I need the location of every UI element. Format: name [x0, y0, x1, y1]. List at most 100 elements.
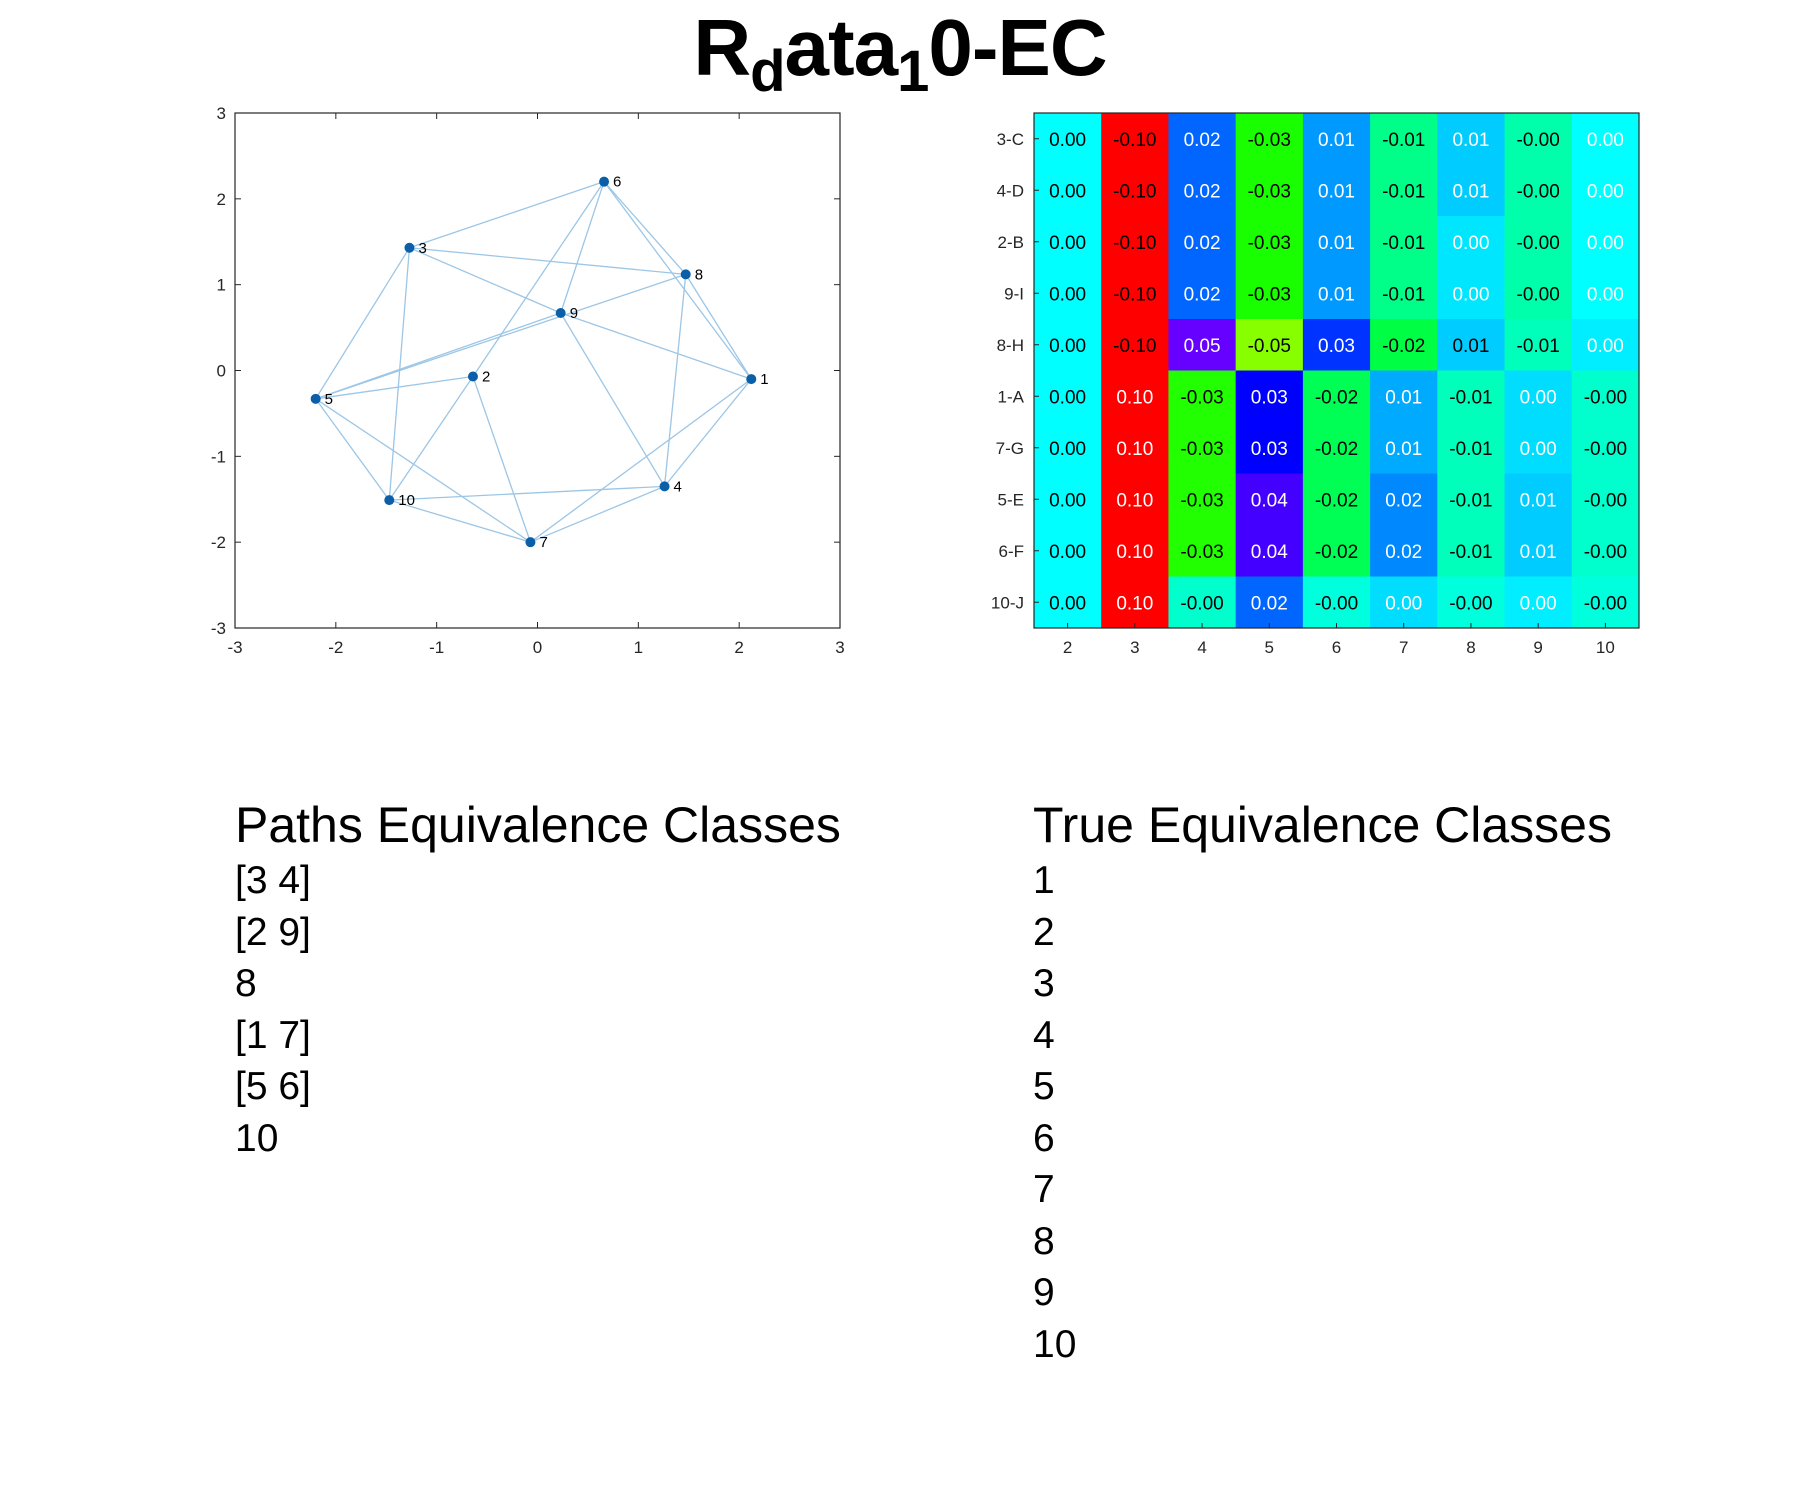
- heatmap-cell: [1370, 319, 1438, 371]
- heatmap-cell-label: -0.01: [1449, 542, 1492, 563]
- heatmap-cell: [1034, 525, 1102, 577]
- heatmap-cell: [1302, 267, 1371, 320]
- node-label: 7: [539, 534, 547, 551]
- graph-node: [404, 242, 415, 253]
- heatmap-cell: [1101, 267, 1169, 320]
- heatmap-column-label: 4: [1197, 638, 1206, 657]
- heatmap-cell-label: 0.00: [1049, 490, 1086, 511]
- heatmap-cell-label: 0.00: [1587, 284, 1624, 305]
- x-tick-label: 1: [634, 638, 643, 657]
- heatmap-cell-label: 0.10: [1116, 542, 1153, 563]
- heatmap-cell: [1034, 576, 1102, 629]
- heatmap-cell: [1101, 113, 1169, 165]
- heatmap-cell-label: -0.01: [1382, 181, 1425, 202]
- graph-node: [467, 371, 478, 382]
- heatmap-cell-label: -0.03: [1248, 130, 1291, 151]
- heatmap-cell: [1034, 473, 1102, 526]
- heatmap-cell: [1302, 164, 1371, 217]
- y-tick-label: -3: [211, 619, 226, 638]
- true-class-item: 6: [1033, 1116, 1055, 1160]
- heatmap-cell: [1168, 267, 1237, 320]
- heatmap-row-label: 3-C: [997, 130, 1024, 149]
- heatmap-cell: [1571, 370, 1640, 423]
- heatmap-cell: [1504, 422, 1573, 474]
- heatmap-plot: 0.00 -0.10 0.02 -0.03 0.01 -0.01 0.01 -0.00 0.00…: [991, 112, 1640, 657]
- graph-edge: [560, 181, 605, 314]
- graph-node: [746, 374, 757, 385]
- heatmap-cell-label: -0.01: [1517, 336, 1560, 357]
- heatmap-cell-label: -0.01: [1382, 284, 1425, 305]
- heatmap-cell-label: -0.01: [1449, 490, 1492, 511]
- heatmap-cell-label: -0.03: [1248, 233, 1291, 254]
- heatmap-cell-label: -0.03: [1180, 490, 1223, 511]
- node-label: 2: [482, 369, 490, 386]
- heatmap-cell: [1101, 473, 1169, 526]
- heatmap-cell: [1571, 113, 1640, 165]
- heatmap-row-label: 9-I: [1004, 284, 1024, 303]
- heatmap-cell-label: 0.02: [1184, 233, 1221, 254]
- heatmap-cell: [1302, 113, 1371, 165]
- heatmap-cell-label: 0.04: [1251, 542, 1288, 563]
- graph-edge: [530, 485, 665, 543]
- paths-class-item: [5 6]: [235, 1065, 311, 1108]
- node-label: 4: [674, 478, 682, 495]
- heatmap-cell: [1168, 216, 1237, 268]
- heatmap-cell: [1437, 216, 1506, 268]
- heatmap-cell: [1370, 525, 1438, 577]
- heatmap-cell: [1370, 267, 1438, 320]
- true-class-item: 2: [1033, 910, 1055, 954]
- graph-edge: [315, 375, 474, 400]
- heatmap-cell-label: 0.10: [1116, 593, 1153, 614]
- heatmap-cell: [1571, 319, 1640, 371]
- heatmap-cell: [1370, 113, 1438, 165]
- heatmap-cell-label: -0.10: [1113, 284, 1156, 305]
- heatmap-cell: [1235, 216, 1304, 268]
- heatmap-column-label: 6: [1332, 638, 1341, 657]
- heatmap-cell: [1235, 473, 1304, 526]
- heatmap-cell-label: -0.00: [1449, 593, 1492, 614]
- heatmap-cell: [1504, 113, 1573, 165]
- heatmap-cell-label: 0.03: [1318, 336, 1355, 357]
- graph-edge: [388, 376, 474, 501]
- heatmap-cell: [1504, 319, 1573, 371]
- paths-class-item: [3 4]: [235, 859, 311, 902]
- heatmap-cell: [1504, 576, 1573, 629]
- graph-edge: [315, 398, 531, 543]
- heatmap-cell-label: -0.02: [1315, 490, 1358, 511]
- true-classes-items: 1 2 3 4 5 6 7 8 9 10: [1033, 855, 1612, 1370]
- graph-node: [384, 495, 395, 506]
- heatmap-cell-label: 0.01: [1385, 439, 1422, 460]
- graph-edge: [409, 247, 561, 314]
- heatmap-column-label: 3: [1130, 638, 1139, 657]
- heatmap-cell-label: 0.01: [1452, 336, 1489, 357]
- paths-class-item: [2 9]: [235, 910, 311, 954]
- heatmap-cell: [1168, 422, 1237, 474]
- heatmap-column-label: 9: [1533, 638, 1542, 657]
- heatmap-cell-label: 0.00: [1049, 336, 1086, 357]
- heatmap-cell-label: 0.02: [1184, 284, 1221, 305]
- heatmap-cell: [1034, 370, 1102, 423]
- true-class-item: 9: [1033, 1271, 1055, 1314]
- graph-edge: [664, 378, 752, 487]
- heatmap-cell: [1571, 422, 1640, 474]
- heatmap-cell-label: 0.00: [1049, 439, 1086, 460]
- heatmap-cell: [1235, 370, 1304, 423]
- x-tick-label: -1: [429, 638, 444, 657]
- heatmap-cell: [1168, 164, 1237, 217]
- node-label: 6: [613, 174, 621, 191]
- heatmap-cell-label: 0.00: [1049, 284, 1086, 305]
- heatmap-cell-label: -0.01: [1449, 387, 1492, 408]
- heatmap-cell-label: 0.04: [1251, 490, 1288, 511]
- heatmap-cell: [1571, 216, 1640, 268]
- heatmap-row-label: 10-J: [991, 593, 1024, 612]
- graph-edge: [560, 312, 666, 487]
- heatmap-cell-label: 0.10: [1116, 439, 1153, 460]
- heatmap-cell: [1571, 267, 1640, 320]
- graph-node: [525, 537, 536, 548]
- heatmap-cell: [1370, 370, 1438, 423]
- graph-edge: [560, 312, 752, 380]
- node-label: 10: [398, 492, 415, 509]
- graph-edge: [315, 273, 686, 400]
- heatmap-cell-label: -0.00: [1584, 490, 1627, 511]
- heatmap-cell: [1302, 370, 1371, 423]
